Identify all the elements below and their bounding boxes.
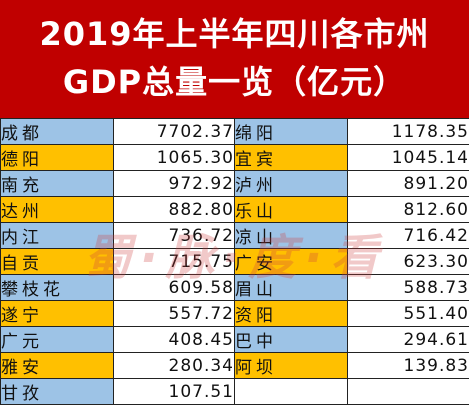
city-name-cell: 泸州 xyxy=(234,170,348,197)
city-name-cell: 雅安 xyxy=(0,352,114,379)
gdp-value-cell: 882.80 xyxy=(113,196,235,223)
city-name-cell: 绵阳 xyxy=(234,118,348,145)
city-name-cell: 南充 xyxy=(0,170,114,197)
city-name-cell: 内江 xyxy=(0,222,114,249)
table-row: 成都 7702.37 绵阳 1178.35 xyxy=(0,118,469,145)
gdp-value-cell: 280.34 xyxy=(113,352,235,379)
city-name-cell: 达州 xyxy=(0,196,114,223)
city-name-cell: 广安 xyxy=(234,248,348,275)
table-row: 达州 882.80 乐山 812.60 xyxy=(0,196,469,223)
city-name-cell: 乐山 xyxy=(234,196,348,223)
gdp-value-cell: 891.20 xyxy=(347,170,469,197)
gdp-value-cell: 107.51 xyxy=(113,378,235,405)
table-row: 南充 972.92 泸州 891.20 xyxy=(0,170,469,197)
title-banner: 2019年上半年四川各市州 GDP总量一览（亿元） xyxy=(0,0,469,118)
city-name-cell: 阿坝 xyxy=(234,352,348,379)
gdp-value-cell: 972.92 xyxy=(113,170,235,197)
gdp-value-cell: 294.61 xyxy=(347,326,469,353)
gdp-value-cell: 715.75 xyxy=(113,248,235,275)
city-name-cell: 遂宁 xyxy=(0,300,114,327)
city-name-cell: 自贡 xyxy=(0,248,114,275)
city-name-cell: 眉山 xyxy=(234,274,348,301)
gdp-value-cell: 1178.35 xyxy=(347,118,469,145)
table-row: 德阳 1065.30 宜宾 1045.14 xyxy=(0,144,469,171)
city-name-cell: 广元 xyxy=(0,326,114,353)
city-name-cell: 巴中 xyxy=(234,326,348,353)
gdp-table-body: 成都 7702.37 绵阳 1178.35 德阳 1065.30 宜宾 1045.14 南充 97… xyxy=(0,118,469,405)
city-name-cell: 凉山 xyxy=(234,222,348,249)
gdp-value-cell: 1045.14 xyxy=(347,144,469,171)
gdp-value-cell: 139.83 xyxy=(347,352,469,379)
gdp-value-cell: 588.73 xyxy=(347,274,469,301)
city-name-cell: 德阳 xyxy=(0,144,114,171)
gdp-value-cell: 408.45 xyxy=(113,326,235,353)
table-row: 攀枝花 609.58 眉山 588.73 xyxy=(0,274,469,301)
gdp-value-cell: 736.72 xyxy=(113,222,235,249)
gdp-table: 成都 7702.37 绵阳 1178.35 德阳 1065.30 宜宾 1045.14 南充 97… xyxy=(0,118,469,405)
gdp-value-cell: 609.58 xyxy=(113,274,235,301)
gdp-value-cell: 716.42 xyxy=(347,222,469,249)
table-row: 遂宁 557.72 资阳 551.40 xyxy=(0,300,469,327)
gdp-value-cell: 557.72 xyxy=(113,300,235,327)
table-row: 甘孜 107.51 xyxy=(0,378,469,405)
table-row: 自贡 715.75 广安 623.30 xyxy=(0,248,469,275)
gdp-value-cell: 623.30 xyxy=(347,248,469,275)
city-name-cell: 宜宾 xyxy=(234,144,348,171)
gdp-value-cell: 1065.30 xyxy=(113,144,235,171)
city-name-cell: 甘孜 xyxy=(0,378,114,405)
gdp-value-cell: 812.60 xyxy=(347,196,469,223)
title-line-1: 2019年上半年四川各市州 xyxy=(39,15,430,53)
title-line-2: GDP总量一览（亿元） xyxy=(62,63,407,101)
gdp-value-cell: 551.40 xyxy=(347,300,469,327)
table-row: 广元 408.45 巴中 294.61 xyxy=(0,326,469,353)
gdp-value-cell: 7702.37 xyxy=(113,118,235,145)
table-row: 内江 736.72 凉山 716.42 xyxy=(0,222,469,249)
table-row: 雅安 280.34 阿坝 139.83 xyxy=(0,352,469,379)
empty-cell xyxy=(347,378,469,405)
empty-cell xyxy=(234,378,348,405)
city-name-cell: 攀枝花 xyxy=(0,274,114,301)
city-name-cell: 资阳 xyxy=(234,300,348,327)
city-name-cell: 成都 xyxy=(0,118,114,145)
